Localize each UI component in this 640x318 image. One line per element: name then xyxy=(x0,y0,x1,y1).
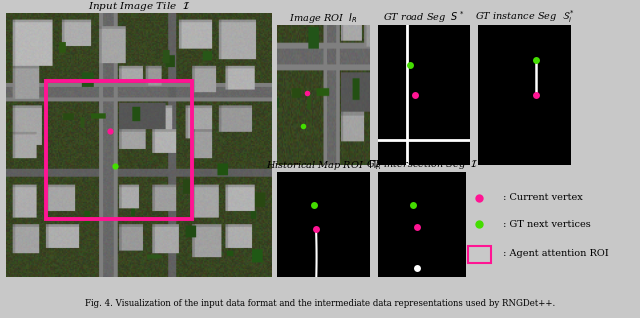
Title: Image ROI  $I_R$: Image ROI $I_R$ xyxy=(289,11,358,25)
Text: : GT next vertices: : GT next vertices xyxy=(500,220,591,229)
Text: : Agent attention ROI: : Agent attention ROI xyxy=(500,249,609,258)
Title: GT instance Seg  $\mathcal{S}_i^*$: GT instance Seg $\mathcal{S}_i^*$ xyxy=(475,9,574,25)
Title: Historical Map ROI  $\Pi_R$: Historical Map ROI $\Pi_R$ xyxy=(266,157,381,171)
Text: Fig. 4. Visualization of the input data format and the intermediate data represe: Fig. 4. Visualization of the input data … xyxy=(85,300,555,308)
Title: GT road Seg  $S^*$: GT road Seg $S^*$ xyxy=(383,10,465,25)
Title: GT intersection Seg  $\mathcal{I}^*$: GT intersection Seg $\mathcal{I}^*$ xyxy=(365,156,483,171)
Bar xyxy=(46,81,193,218)
Title: Input Image Tile  $\mathcal{I}$: Input Image Tile $\mathcal{I}$ xyxy=(88,0,190,12)
Text: : Current vertex: : Current vertex xyxy=(500,193,582,203)
Bar xyxy=(468,246,492,263)
